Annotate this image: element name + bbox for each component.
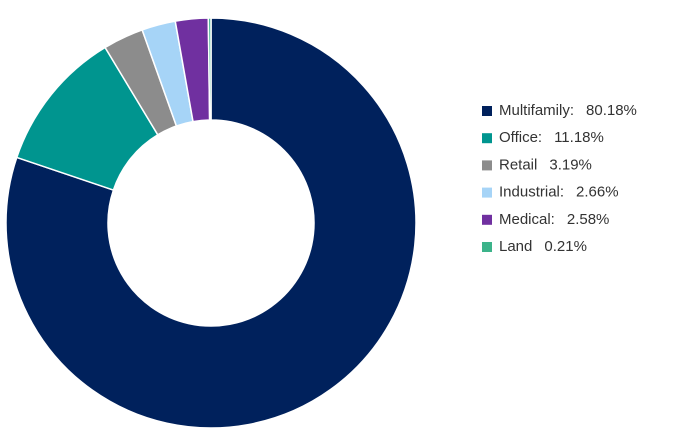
- legend-swatch: [482, 106, 492, 116]
- legend-label: Medical:: [499, 211, 555, 228]
- legend-label: Land: [499, 238, 532, 255]
- legend-value: 3.19%: [549, 156, 592, 173]
- donut-slice: [207, 17, 212, 121]
- legend-value: 11.18%: [554, 129, 604, 146]
- legend-swatch: [482, 160, 492, 171]
- legend-swatch: [482, 214, 492, 225]
- legend-label: Industrial:: [499, 184, 564, 201]
- legend-swatch: [482, 242, 492, 252]
- donut-slice: [5, 17, 417, 429]
- legend-label: Office:: [499, 129, 542, 146]
- legend-label: Retail: [499, 156, 537, 173]
- legend-value: 2.58%: [567, 211, 610, 228]
- legend-value: 0.21%: [544, 238, 587, 255]
- legend-value: 80.18%: [586, 102, 637, 119]
- legend-swatch: [482, 187, 492, 198]
- legend-value: 2.66%: [576, 184, 619, 201]
- legend-swatch: [482, 133, 492, 144]
- legend-label: Multifamily:: [499, 102, 574, 119]
